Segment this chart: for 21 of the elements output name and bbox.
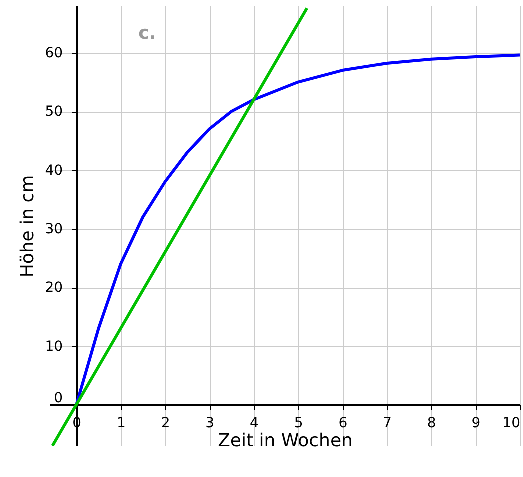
x-tick-label: 3 [206, 415, 215, 432]
x-tick-label: 7 [383, 415, 392, 432]
y-tick-label: 30 [45, 221, 64, 238]
x-tick-label: 1 [116, 415, 126, 432]
x-tick-label: 4 [250, 415, 259, 432]
y-tick-label: 0 [54, 390, 64, 406]
annotation: c. [138, 23, 156, 44]
y-tick-label: 20 [45, 280, 64, 296]
y-tick-label: 40 [45, 162, 64, 179]
x-tick-label: 5 [294, 415, 304, 432]
y-tick-label: 50 [45, 104, 64, 120]
y-axis-title: Höhe in cm [17, 175, 38, 278]
x-tick-label: 9 [472, 415, 481, 432]
y-tick-label: 10 [45, 338, 64, 355]
x-tick-label: 8 [427, 415, 436, 432]
x-tick-label: 2 [161, 415, 170, 432]
x-tick-label: 6 [338, 415, 348, 432]
y-tick-label: 60 [45, 45, 64, 62]
x-tick-label: 10 [502, 415, 520, 432]
x-axis-title: Zeit in Wochen [218, 430, 353, 452]
line-series [75, 54, 520, 406]
